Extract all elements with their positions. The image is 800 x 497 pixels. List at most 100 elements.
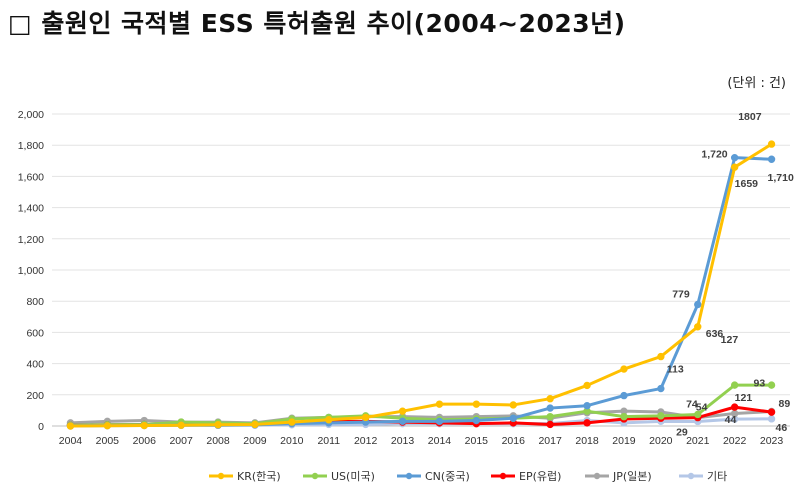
legend-entry: 기타	[707, 470, 727, 483]
data-label: 121	[735, 392, 753, 404]
series-line-cn	[68, 156, 774, 428]
x-tick-label: 2004	[59, 435, 83, 447]
legend-entry: US(미국)	[331, 470, 375, 483]
unit-label: (단위 : 건)	[727, 76, 786, 91]
data-point-kr	[767, 140, 776, 148]
data-point-cn	[620, 391, 628, 400]
data-point-ep	[767, 408, 776, 416]
data-label: 44	[725, 414, 737, 426]
data-point-us	[730, 381, 739, 389]
x-tick-label: 2015	[465, 435, 489, 447]
x-tick-label: 2005	[96, 435, 120, 447]
data-point-kr	[583, 381, 591, 390]
data-point-kr	[694, 323, 702, 331]
data-point-us	[694, 410, 702, 419]
data-point-cn	[730, 153, 739, 162]
data-point-kr	[66, 422, 75, 430]
data-point-cn	[509, 414, 517, 422]
y-tick-label: 1,800	[18, 140, 44, 152]
data-point-cn	[767, 155, 776, 163]
y-tick-label: 2,000	[18, 109, 44, 121]
x-tick-label: 2021	[686, 435, 710, 447]
data-point-kr	[620, 365, 628, 373]
data-label: 93	[754, 377, 766, 389]
legend-entry: CN(중국)	[425, 470, 470, 483]
legend-marker	[499, 472, 507, 480]
data-point-ep	[730, 403, 739, 411]
legend-entry: EP(유럽)	[519, 469, 561, 483]
data-point-ep	[546, 420, 554, 429]
data-point-kr	[140, 421, 148, 430]
data-point-us	[546, 412, 554, 421]
legend-marker	[687, 472, 695, 480]
x-tick-label: 2016	[502, 435, 526, 447]
y-tick-label: 1,000	[18, 265, 44, 277]
legend-marker	[311, 472, 319, 480]
y-tick-label: 400	[26, 359, 44, 371]
legend-entry: KR(한국)	[237, 470, 281, 483]
data-point-kr	[472, 400, 481, 408]
data-label: 636	[706, 328, 724, 340]
x-tick-label: 2018	[575, 435, 599, 447]
data-point-kr	[288, 418, 296, 426]
page-title: □ 출원인 국적별 ESS 특허출원 추이(2004~2023년)	[8, 9, 626, 38]
x-tick-label: 2023	[760, 435, 784, 447]
x-tick-label: 2022	[723, 435, 747, 447]
series-line-us	[68, 383, 774, 427]
legend-marker	[217, 472, 225, 480]
x-tick-label: 2007	[169, 435, 193, 447]
x-tick-label: 2019	[612, 435, 636, 447]
x-tick-label: 2013	[391, 435, 415, 447]
y-tick-label: 600	[26, 327, 44, 339]
data-point-cn	[435, 417, 444, 426]
data-point-kr	[509, 401, 517, 409]
y-tick-label: 1,600	[18, 171, 44, 183]
data-label: 1659	[735, 178, 759, 190]
data-point-us	[767, 381, 776, 389]
data-point-kr	[435, 400, 444, 408]
y-tick-label: 1,200	[18, 234, 44, 246]
data-label: 29	[676, 426, 688, 438]
data-point-kr	[361, 413, 370, 422]
data-point-ep	[583, 419, 591, 427]
x-tick-label: 2020	[649, 435, 673, 447]
data-point-us	[657, 412, 665, 420]
data-point-cn	[694, 300, 702, 309]
data-point-cn	[583, 402, 591, 410]
data-label: 54	[696, 402, 708, 414]
data-point-kr	[177, 421, 185, 429]
data-point-kr	[325, 416, 333, 424]
y-tick-label: 1,400	[18, 203, 44, 215]
data-label: 1807	[738, 111, 762, 123]
data-point-kr	[730, 163, 739, 171]
data-point-cn	[546, 404, 554, 412]
x-tick-label: 2014	[428, 435, 452, 447]
data-point-kr	[657, 352, 665, 361]
data-label: 1,710	[768, 172, 794, 184]
data-label: 46	[776, 422, 788, 434]
data-point-cn	[657, 384, 665, 393]
data-label: 113	[667, 363, 684, 375]
data-point-kr	[546, 395, 554, 403]
data-point-kr	[251, 420, 259, 429]
x-tick-label: 2011	[317, 435, 340, 447]
data-point-kr	[214, 421, 222, 429]
data-point-kr	[398, 407, 407, 415]
x-tick-label: 2008	[206, 435, 230, 447]
data-point-cn	[398, 417, 407, 426]
legend-marker	[405, 472, 413, 480]
data-point-기타	[767, 415, 776, 423]
data-label: 1,720	[701, 149, 727, 161]
series-line-kr	[68, 142, 774, 428]
x-tick-label: 2006	[133, 435, 157, 447]
x-tick-label: 2010	[280, 435, 304, 447]
legend-marker	[593, 472, 601, 480]
data-point-kr	[103, 421, 112, 430]
data-label: 127	[721, 334, 739, 346]
data-point-us	[620, 412, 628, 421]
data-point-cn	[472, 416, 481, 425]
x-tick-label: 2012	[354, 435, 378, 447]
y-tick-label: 200	[26, 390, 44, 402]
y-tick-label: 0	[38, 421, 44, 433]
